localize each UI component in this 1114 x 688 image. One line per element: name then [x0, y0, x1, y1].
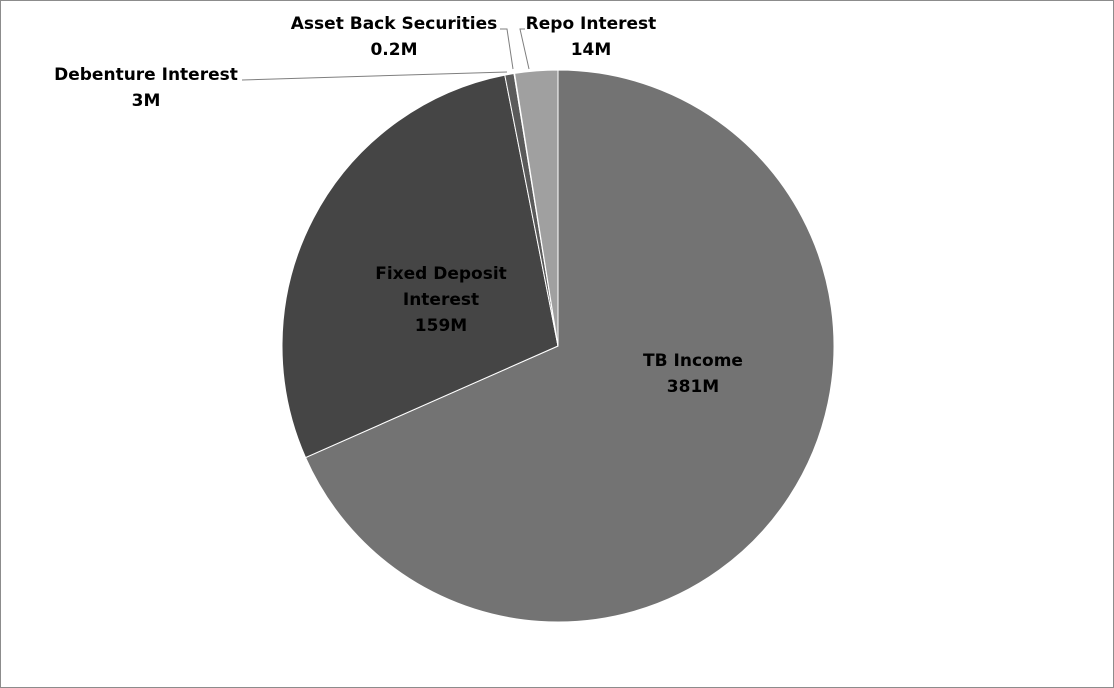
leader-line-repo-interest — [519, 28, 530, 70]
slice-label-repo-interest: Repo Interest 14M — [526, 14, 657, 60]
pie-slice-fixed-deposit-interest — [281, 74, 559, 459]
pie-slice-repo-interest — [514, 69, 559, 347]
slice-label-fixed-deposit-interest: Fixed Deposit Interest 159M — [375, 264, 507, 336]
pie-slices — [281, 69, 835, 623]
leader-line-asset-back-securities — [500, 28, 514, 70]
leader-lines — [241, 28, 530, 81]
slice-label-debenture-interest: Debenture Interest 3M — [54, 65, 238, 111]
slice-label-tb-income: TB Income 381M — [643, 351, 743, 397]
leader-line-debenture-interest — [241, 71, 508, 81]
slice-label-asset-back-securities: Asset Back Securities 0.2M — [291, 14, 497, 60]
pie-slice-tb-income — [304, 69, 835, 623]
slice-labels: TB Income 381M Fixed Deposit Interest 159M De… — [54, 14, 743, 397]
